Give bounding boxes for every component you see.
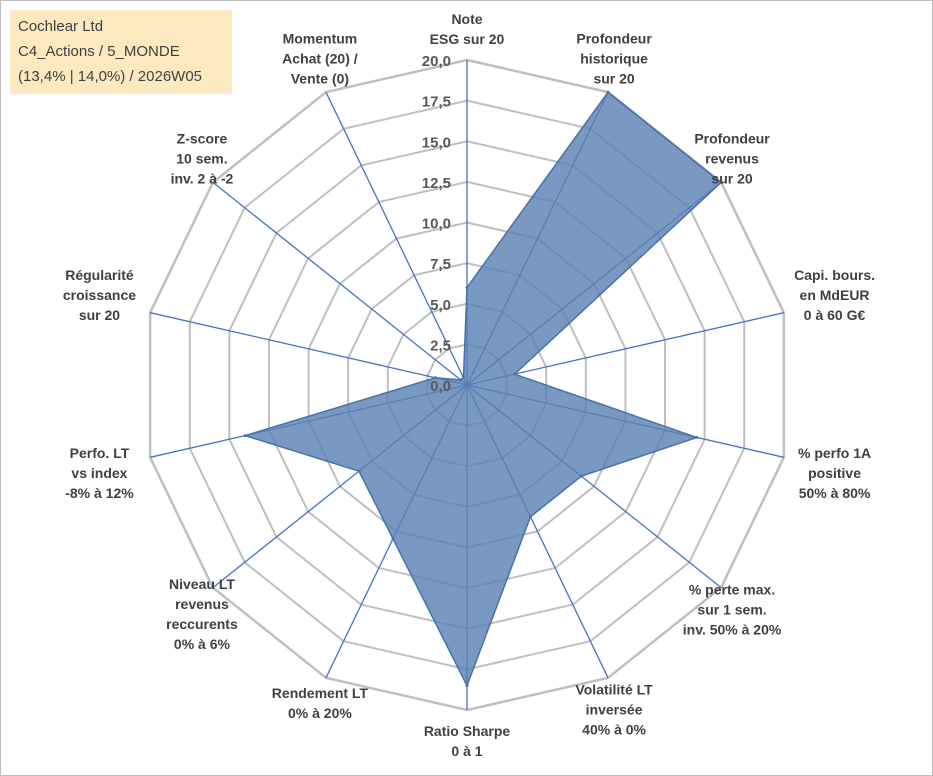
axis-label-12-line-2: inv. 2 à -2 [171,171,234,187]
axis-label-11-line-2: sur 20 [79,307,120,323]
axis-label-1-line-0: Profondeur [576,30,652,46]
series-area-0 [242,91,723,688]
axis-label-1-line-1: historique [580,50,648,66]
info-box: Cochlear Ltd C4_Actions / 5_MONDE (13,4%… [10,10,232,94]
axis-label-8-line-0: Rendement LT [272,685,369,701]
axis-label-8-line-1: 0% à 20% [288,705,352,721]
axis-label-12-line-1: 10 sem. [176,151,227,167]
data-point-4 [695,435,699,439]
data-point-9 [357,469,361,473]
tick-label-6: 15,0 [422,134,451,151]
data-point-1 [606,90,610,94]
info-category: C4_Actions / 5_MONDE [18,43,180,60]
axis-label-2-line-0: Profondeur [694,131,770,147]
data-point-11 [433,376,437,380]
axis-label-7-line-1: 0 à 1 [451,743,482,759]
axis-label-3-line-1: en MdEUR [800,287,870,303]
axis-label-13-line-2: Vente (0) [291,70,349,86]
tick-label-2: 5,0 [430,297,451,314]
tick-label-7: 17,5 [422,94,451,111]
axis-label-1-line-2: sur 20 [593,70,634,86]
axis-label-9-line-1: revenus [175,596,229,612]
tick-label-3: 7,5 [430,256,451,273]
axis-label-5-line-0: % perte max. [689,581,775,597]
axis-label-10-line-0: Perfo. LT [70,445,130,461]
info-stats-week: (13,4% | 14,0%) / 2026W05 [18,68,202,85]
axis-label-10-line-2: -8% à 12% [65,485,134,501]
axis-label-11-line-1: croissance [63,287,136,303]
axis-label-4-line-2: 50% à 80% [799,485,871,501]
axis-label-2-line-2: sur 20 [711,171,752,187]
axis-label-12-line-0: Z-score [177,131,228,147]
axis-label-3-line-0: Capi. bours. [794,267,875,283]
axis-spoke-13 [325,91,468,386]
axis-label-11-line-0: Régularité [65,267,134,283]
data-point-13 [461,376,465,380]
axis-label-6-line-0: Volatilité LT [575,682,653,698]
radar-series [242,90,723,688]
axis-label-13-line-1: Achat (20) / [282,50,358,66]
axis-label-13-line-0: Momentum [283,30,358,46]
axis-label-5-line-1: sur 1 sem. [697,601,766,617]
data-point-10 [243,434,247,438]
axis-label-3-line-2: 0 à 60 G€ [804,307,866,323]
data-point-6 [528,515,532,519]
axis-label-2-line-1: revenus [705,151,759,167]
axis-label-5-line-2: inv. 50% à 20% [683,621,782,637]
data-point-2 [719,180,723,184]
data-point-8 [391,537,395,541]
data-point-5 [579,474,583,478]
data-point-12 [459,378,463,382]
axis-label-0-line-0: Note [451,11,482,27]
axis-label-7-line-0: Ratio Sharpe [424,723,511,739]
axis-label-4-line-1: positive [808,465,861,481]
axis-spoke-12 [212,181,468,386]
radar-axis-labels: Note ESG sur 20 Profondeur historique sur 20… [63,11,875,759]
tick-label-8: 20,0 [422,53,451,70]
data-point-0 [465,286,469,289]
info-company-name: Cochlear Ltd [18,18,104,35]
tick-label-1: 2,5 [430,337,451,354]
tick-label-5: 12,5 [422,175,451,192]
axis-label-9-line-3: 0% à 6% [174,636,231,652]
axis-label-10-line-1: vs index [71,465,127,481]
axis-spoke-3 [466,312,784,386]
axis-label-9-line-0: Niveau LT [169,576,235,592]
data-point-3 [513,372,517,376]
axis-label-6-line-1: inversée [586,702,643,718]
axis-label-4-line-0: % perfo 1A [798,445,871,461]
tick-label-4: 10,0 [422,216,451,233]
data-point-7 [465,684,469,688]
axis-spoke-11 [150,312,468,386]
axis-label-6-line-2: 40% à 0% [582,722,646,738]
radar-tick-labels: 0,0 2,5 5,0 7,5 10,0 12,5 15,0 17,5 20,0 [422,53,451,395]
axis-label-0-line-1: ESG sur 20 [430,31,505,47]
tick-label-0: 0,0 [430,378,451,395]
axis-label-9-line-2: reccurents [166,616,238,632]
